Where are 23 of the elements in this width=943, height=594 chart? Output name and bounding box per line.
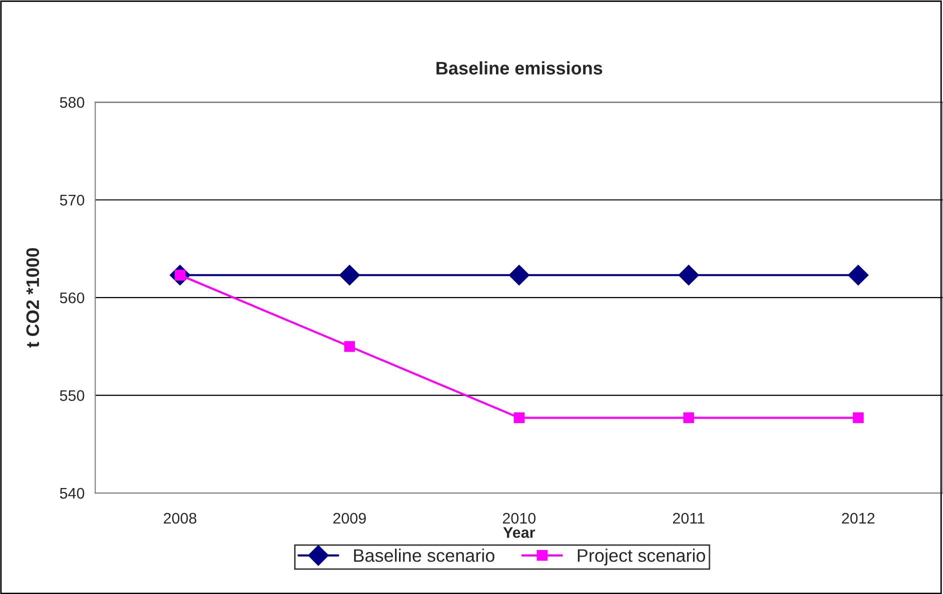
x-tick-label: 2011 xyxy=(673,512,704,524)
point xyxy=(678,264,700,286)
legend-label: Baseline scenario xyxy=(354,548,494,562)
point xyxy=(683,412,694,424)
y-tick-label: 540 xyxy=(60,488,84,499)
x-tick-label: 2012 xyxy=(842,512,874,524)
point xyxy=(514,412,524,424)
y-tick-label: 580 xyxy=(60,97,84,108)
x-tick-label: 2010 xyxy=(502,512,536,524)
point xyxy=(848,264,869,286)
y-axis-title: t CO2 *1000 xyxy=(26,248,40,348)
point xyxy=(344,341,355,352)
x-tick-label: 2008 xyxy=(164,512,196,524)
x-tick-label: 2009 xyxy=(333,512,366,524)
point xyxy=(852,412,864,424)
chart-title: Baseline emissions xyxy=(436,61,602,75)
y-tick-label: 560 xyxy=(60,292,84,304)
point xyxy=(339,264,360,286)
x-axis-title: Year xyxy=(503,527,536,538)
point xyxy=(508,264,530,286)
y-tick-label: 550 xyxy=(60,390,84,401)
y-tick-label: 570 xyxy=(60,194,84,206)
legend-label: Project scenario xyxy=(578,548,706,566)
